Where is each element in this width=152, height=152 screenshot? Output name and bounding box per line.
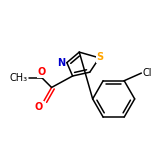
Text: Cl: Cl (142, 68, 152, 78)
Text: S: S (97, 52, 104, 62)
Text: N: N (57, 58, 65, 68)
Text: CH₃: CH₃ (10, 73, 28, 83)
Text: O: O (35, 102, 43, 112)
Text: O: O (38, 67, 46, 77)
